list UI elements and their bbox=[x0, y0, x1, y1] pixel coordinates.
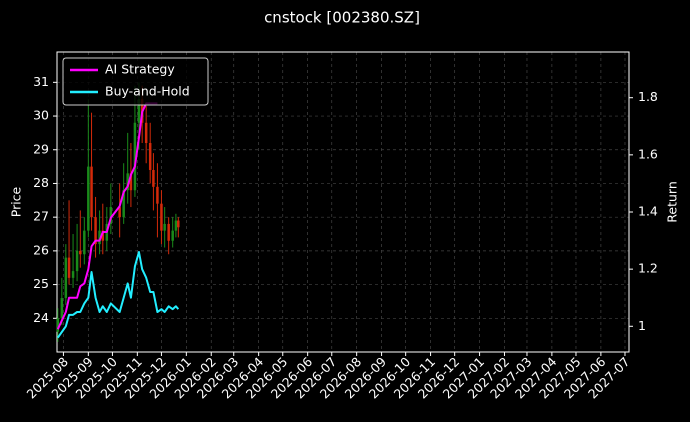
y2-tick-label: 1.4 bbox=[638, 204, 658, 219]
y-axis-label: Price bbox=[9, 186, 24, 217]
chart-title: cnstock [002380.SZ] bbox=[264, 9, 420, 27]
legend: AI Strategy Buy-and-Hold bbox=[62, 57, 209, 106]
y2-tick-label: 1.2 bbox=[638, 261, 658, 276]
plot-frame bbox=[56, 51, 630, 353]
y-tick-label: 26 bbox=[33, 242, 49, 257]
y2-axis-label: Return bbox=[665, 181, 680, 222]
y-tick-label: 25 bbox=[33, 276, 49, 291]
y-tick-label: 31 bbox=[33, 74, 49, 89]
y-tick-label: 28 bbox=[33, 175, 49, 190]
y-tick-label: 30 bbox=[33, 108, 49, 123]
legend-label: Buy-and-Hold bbox=[105, 84, 190, 99]
legend-label: AI Strategy bbox=[105, 62, 175, 77]
y-tick-label: 27 bbox=[33, 209, 49, 224]
y-tick-label: 24 bbox=[33, 310, 49, 325]
y2-tick-label: 1 bbox=[638, 318, 646, 333]
y2-tick-label: 1.8 bbox=[638, 89, 658, 104]
series-line bbox=[56, 251, 180, 339]
series-line bbox=[56, 102, 158, 330]
legend-box bbox=[62, 57, 209, 106]
y-tick-label: 29 bbox=[33, 141, 49, 156]
y2-tick-label: 1.6 bbox=[638, 146, 658, 161]
